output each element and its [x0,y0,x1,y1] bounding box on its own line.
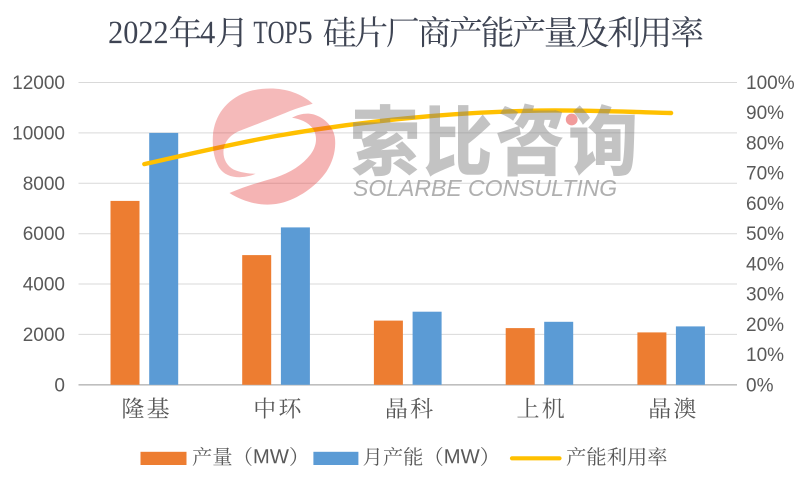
svg-text:10%: 10% [746,345,784,366]
svg-text:70%: 70% [746,164,784,185]
svg-text:SOLARBE CONSULTING: SOLARBE CONSULTING [353,175,617,201]
svg-text:0: 0 [54,375,65,396]
svg-text:60%: 60% [746,194,784,215]
svg-text:80%: 80% [746,134,784,155]
svg-text:6000: 6000 [23,224,65,245]
svg-text:8000: 8000 [23,174,65,195]
svg-text:2000: 2000 [23,325,65,346]
svg-text:10000: 10000 [12,123,65,144]
svg-text:50%: 50% [746,224,784,245]
svg-text:0%: 0% [746,375,774,396]
svg-text:4000: 4000 [23,275,65,296]
svg-text:30%: 30% [746,285,784,306]
svg-text:12000: 12000 [12,73,65,94]
svg-text:20%: 20% [746,315,784,336]
svg-text:40%: 40% [746,254,784,275]
svg-text:90%: 90% [746,103,784,124]
svg-text:100%: 100% [746,73,795,94]
